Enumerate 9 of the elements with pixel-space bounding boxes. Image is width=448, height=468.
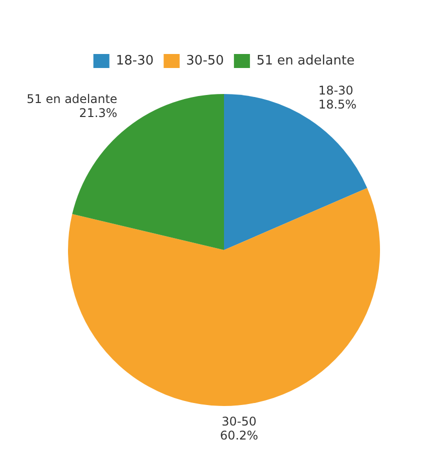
slice-label: 18-30 — [318, 83, 354, 98]
data-label: 21.3% — [79, 106, 118, 120]
slice-label: 51 en adelante — [26, 92, 118, 106]
data-label: 18.5% — [318, 97, 357, 112]
data-label: 60.2% — [220, 428, 258, 442]
slice-label: 30-50 — [222, 414, 257, 428]
legend-label: 30-50 — [186, 53, 224, 68]
legend-label: 51 en adelante — [256, 53, 355, 68]
legend-label: 18-30 — [116, 53, 154, 68]
